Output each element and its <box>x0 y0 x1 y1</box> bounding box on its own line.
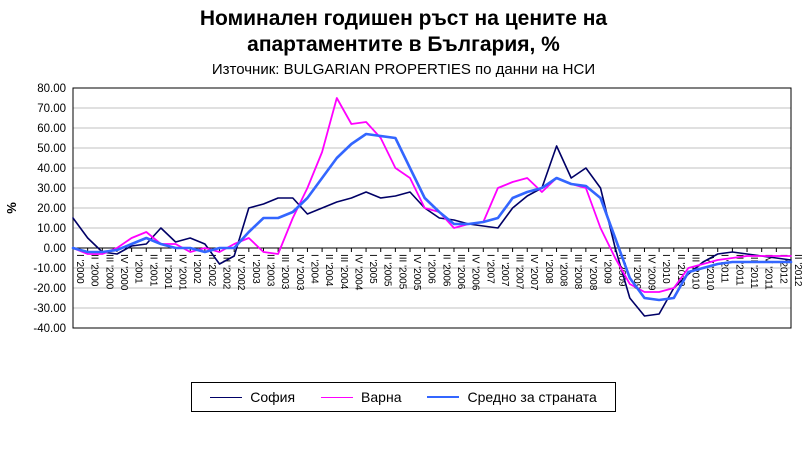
y-tick-label: 20.00 <box>37 203 66 215</box>
x-tick-label: II '2004 <box>323 254 334 287</box>
x-tick-label: II '2006 <box>440 254 451 287</box>
x-tick-label: II '2005 <box>382 254 393 287</box>
x-tick-label: III '2005 <box>396 254 407 290</box>
chart-area: -40.00 -30.00 -20.00 -10.00 0.00 10.00 20.00 30… <box>0 78 807 368</box>
x-tick-label: I '2009 <box>602 254 613 284</box>
x-tick-label: II '2000 <box>89 254 100 287</box>
x-tick-label: I '2000 <box>74 254 85 284</box>
x-tick-label: IV '2000 <box>118 254 129 291</box>
x-tick-label: III '2009 <box>631 254 642 290</box>
chart-svg: -40.00 -30.00 -20.00 -10.00 0.00 10.00 20.00 30… <box>4 83 803 335</box>
legend-box: София Варна Средно за страната <box>191 382 616 412</box>
legend: София Варна Средно за страната <box>0 382 807 412</box>
legend-item-0: София <box>210 389 295 405</box>
chart-header: Номинален годишен ръст на цените на апар… <box>0 0 807 78</box>
x-tick-label: I '2012 <box>777 254 788 284</box>
legend-line-swatch <box>210 396 243 398</box>
series-line-2 <box>71 132 793 302</box>
y-tick-label: -20.00 <box>33 283 66 295</box>
x-tick-label: III '2003 <box>279 254 290 290</box>
x-tick-label: II '2002 <box>206 254 217 287</box>
legend-label: София <box>250 389 296 405</box>
y-tick-label: 40.00 <box>37 163 66 175</box>
y-tick-label: 0.00 <box>44 243 66 255</box>
plot-border <box>72 87 792 329</box>
legend-label: Средно за страната <box>467 389 597 405</box>
y-tick-label: 70.00 <box>37 103 66 115</box>
x-tick-label: II '2007 <box>499 254 510 287</box>
series-line-0 <box>72 145 792 317</box>
x-tick-label: IV '2001 <box>177 254 188 291</box>
legend-item-1: Варна <box>321 389 401 405</box>
chart-title-line2: апартаментите в България, % <box>247 33 560 56</box>
y-tick-label: 50.00 <box>37 143 66 155</box>
x-tick-label: III '2011 <box>748 254 759 289</box>
chart-title-line1: Номинален годишен ръст на цените на <box>199 7 608 30</box>
x-tick-label: III '2002 <box>221 254 232 290</box>
y-tick-label: -30.00 <box>33 303 66 315</box>
x-tick-label: II '2011 <box>733 254 744 286</box>
x-tick-label: III '2004 <box>338 254 349 290</box>
chart-subtitle: Източник: BULGARIAN PROPERTIES по данни … <box>211 61 596 78</box>
y-tick-label: -10.00 <box>33 263 66 275</box>
y-tick-label: 80.00 <box>37 83 66 95</box>
x-tick-label: III '2010 <box>689 254 700 290</box>
x-tick-label: II '2001 <box>147 254 158 287</box>
y-tick-label: 10.00 <box>37 223 66 235</box>
x-tick-label: II '2010 <box>675 254 686 287</box>
y-axis-label: % <box>4 202 19 214</box>
x-tick-label: III '2000 <box>103 254 114 290</box>
legend-label: Варна <box>361 389 402 405</box>
x-tick-label: II '2012 <box>792 254 803 287</box>
x-tick-label: III '2001 <box>162 254 173 290</box>
x-tick-label: IV '2002 <box>235 254 246 291</box>
y-tick-label: 30.00 <box>37 183 66 195</box>
x-tick-label: IV '2008 <box>587 254 598 291</box>
x-tick-label: III '2006 <box>455 254 466 290</box>
x-tick-label: I '2005 <box>367 254 378 284</box>
x-tick-label: I '2010 <box>660 254 671 284</box>
x-tick-label: IV '2011 <box>763 254 774 290</box>
x-tick-label: I '2011 <box>719 254 730 283</box>
legend-line-swatch <box>427 396 460 398</box>
x-tick-label: III '2008 <box>572 254 583 290</box>
x-tick-label: III '2007 <box>514 254 525 290</box>
x-tick-label: I '2001 <box>133 254 144 284</box>
y-tick-label: -40.00 <box>33 323 66 335</box>
x-tick-label: IV '2009 <box>645 254 656 291</box>
x-tick-label: IV '2005 <box>411 254 422 291</box>
legend-item-2: Средно за страната <box>427 389 597 405</box>
x-tick-label: I '2002 <box>191 254 202 284</box>
x-tick-label: II '2008 <box>558 254 569 287</box>
x-tick-label: IV '2003 <box>294 254 305 291</box>
x-tick-label: I '2004 <box>308 254 319 284</box>
x-tick-label: IV '2010 <box>704 254 715 291</box>
x-tick-label: I '2007 <box>484 254 495 284</box>
y-tick-label: 60.00 <box>37 123 66 135</box>
legend-line-swatch <box>321 396 354 398</box>
x-tick-label: IV '2007 <box>528 254 539 291</box>
x-tick-label: I '2008 <box>543 254 554 284</box>
x-tick-label: IV '2004 <box>352 254 363 291</box>
x-tick-label: IV '2006 <box>470 254 481 291</box>
x-tick-label: I '2003 <box>250 254 261 284</box>
x-tick-label: II '2003 <box>264 254 275 287</box>
x-tick-label: I '2006 <box>426 254 437 284</box>
series-line-1 <box>72 97 792 293</box>
